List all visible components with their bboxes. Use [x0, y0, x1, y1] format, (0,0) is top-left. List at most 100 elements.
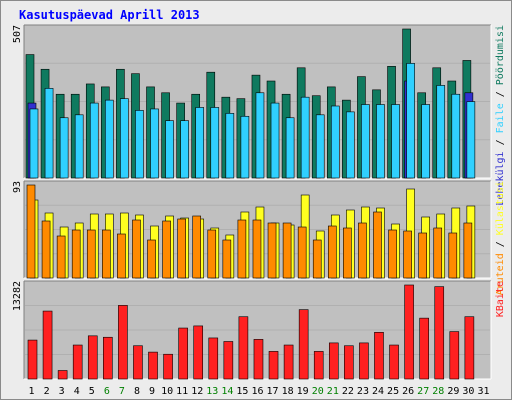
bar-files	[240, 115, 250, 179]
bar-kbytes	[87, 335, 98, 380]
bar-files	[165, 120, 174, 179]
bar-sites	[86, 229, 96, 279]
bar-files	[195, 107, 205, 179]
day-label: 17	[267, 386, 279, 397]
y-max-label: 507	[12, 25, 23, 43]
series-legend-label: Aruteid / Külastusi	[495, 181, 506, 295]
bar-sites	[312, 239, 322, 279]
bar-sites	[71, 229, 81, 279]
bar-files	[59, 117, 69, 179]
day-label: 20	[312, 386, 324, 397]
bar-files	[210, 107, 220, 179]
bar-kbytes	[72, 344, 83, 380]
bar-kbytes	[163, 353, 173, 380]
day-label: 19	[297, 386, 309, 397]
legend-part: Faile	[495, 103, 506, 133]
bar-files	[270, 102, 280, 179]
bar-kbytes	[298, 309, 309, 380]
day-label: 25	[387, 386, 399, 397]
day-label: 30	[462, 386, 474, 397]
day-label: 31	[477, 386, 489, 397]
bar-sites	[207, 229, 217, 279]
bar-sites	[388, 229, 397, 279]
series-legend-label: Lehekülgi / Faile / Pöördumisi	[495, 25, 506, 206]
bar-sites	[177, 218, 186, 279]
bar-sites	[147, 239, 156, 279]
bar-sites	[343, 227, 352, 279]
bar-kbytes	[208, 337, 219, 380]
day-label: 4	[74, 386, 80, 397]
y-max-label: 93	[12, 181, 23, 193]
day-label: 12	[191, 386, 203, 397]
bar-sites	[26, 184, 36, 279]
bar-sites	[418, 232, 427, 279]
legend-part: /	[495, 235, 506, 253]
bar-files	[361, 104, 370, 179]
bar-kbytes	[464, 316, 475, 380]
day-label: 23	[357, 386, 369, 397]
chart-bars	[25, 28, 476, 380]
bar-kbytes	[193, 325, 204, 380]
bar-files	[29, 108, 39, 179]
bar-kbytes	[313, 351, 324, 380]
bar-files	[421, 104, 430, 179]
series-legend-label: KBaite	[495, 281, 506, 317]
bar-files	[135, 110, 144, 179]
bar-kbytes	[148, 351, 158, 380]
day-label: 13	[206, 386, 218, 397]
bar-sites	[162, 220, 171, 279]
bar-files	[391, 104, 400, 179]
bar-files	[89, 102, 99, 179]
day-label: 28	[432, 386, 444, 397]
bar-files	[466, 101, 476, 179]
legend-part: Lehekülgi	[495, 151, 506, 205]
day-label: 24	[372, 386, 384, 397]
day-label: 8	[134, 386, 140, 397]
day-label: 2	[44, 386, 50, 397]
day-label: 26	[402, 386, 414, 397]
y-max-label: 13282	[12, 281, 23, 311]
bar-kbytes	[57, 370, 68, 380]
bar-kbytes	[178, 327, 188, 380]
bar-files	[376, 104, 385, 179]
bar-kbytes	[133, 345, 143, 380]
day-label: 1	[29, 386, 35, 397]
day-label: 14	[221, 386, 233, 397]
bar-files	[406, 63, 415, 179]
legend-part: Pöördumisi	[495, 25, 506, 85]
bar-kbytes	[223, 341, 234, 380]
day-label: 18	[282, 386, 294, 397]
bar-sites	[267, 222, 277, 279]
bar-kbytes	[268, 351, 279, 380]
bar-files	[120, 98, 129, 179]
day-label: 21	[327, 386, 339, 397]
bar-kbytes	[328, 342, 339, 380]
day-label: 10	[161, 386, 173, 397]
day-label: 22	[342, 386, 354, 397]
bar-sites	[117, 233, 126, 279]
bar-kbytes	[283, 344, 294, 380]
bar-files	[300, 96, 310, 179]
legend-part: /	[495, 85, 506, 103]
bar-sites	[252, 219, 262, 279]
bar-sites	[56, 235, 66, 279]
bar-files	[451, 93, 461, 179]
day-label: 16	[251, 386, 263, 397]
day-label: 3	[59, 386, 65, 397]
bar-files	[44, 88, 54, 179]
day-label: 6	[104, 386, 110, 397]
page-title: Kasutuspäevad Aprill 2013	[19, 8, 200, 22]
day-label: 27	[417, 386, 429, 397]
bar-kbytes	[374, 331, 384, 380]
bar-sites	[132, 219, 141, 279]
bar-files	[225, 113, 235, 179]
bar-kbytes	[344, 345, 354, 380]
day-label: 9	[149, 386, 155, 397]
bar-sites	[358, 222, 367, 279]
bar-kbytes	[118, 305, 128, 380]
bar-sites	[192, 215, 202, 279]
bar-files	[150, 108, 159, 179]
